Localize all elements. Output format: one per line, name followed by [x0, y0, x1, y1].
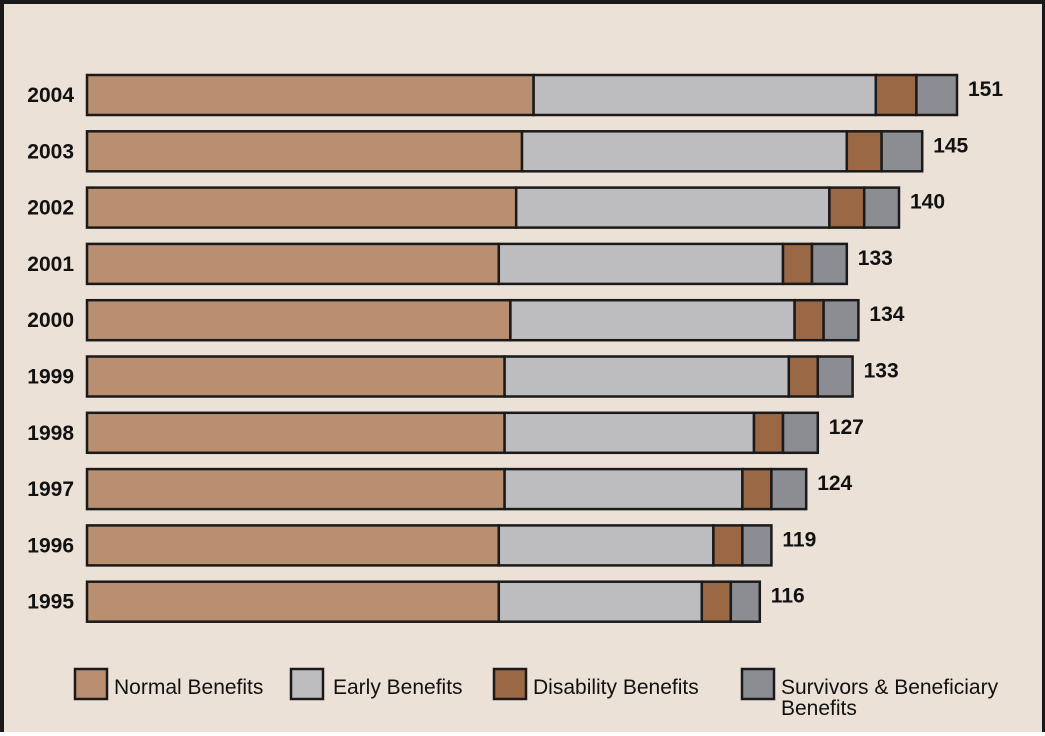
bar-segment-2002-survivors-beneficiary-benefits: [862, 186, 901, 229]
bar-segment-1998-survivors-beneficiary-benefits: [781, 411, 820, 455]
bar-segment-2001-disability-benefits: [781, 242, 814, 286]
bar-segment-1997-survivors-beneficiary-benefits: [770, 467, 808, 511]
total-label-2004: 151: [968, 78, 1003, 101]
y-tick-label-1998: 1998: [27, 422, 74, 445]
bar-segment-2003-early-benefits: [520, 130, 849, 173]
bar-segment-2003-normal-benefits: [85, 130, 524, 173]
bar-segment-1997-disability-benefits: [741, 467, 773, 511]
total-label-2001: 133: [858, 247, 893, 270]
bar-segment-2000-disability-benefits: [793, 298, 825, 342]
bar-segment-2003-survivors-beneficiary-benefits: [880, 130, 924, 173]
total-label-1999: 133: [864, 360, 899, 383]
legend-swatch-disability-benefits: [492, 667, 528, 701]
bar-segment-1998-early-benefits: [503, 411, 756, 455]
bar-segment-2004-normal-benefits: [85, 73, 535, 117]
y-tick-label-2001: 2001: [27, 253, 74, 276]
bar-segment-1997-early-benefits: [503, 467, 744, 511]
total-label-2000: 134: [869, 303, 904, 326]
legend-label-early-benefits: Early Benefits: [333, 676, 463, 699]
y-tick-label-2002: 2002: [27, 197, 74, 220]
bar-segment-2004-disability-benefits: [874, 73, 918, 117]
bar-segment-1996-early-benefits: [497, 524, 715, 567]
total-label-1996: 119: [782, 528, 816, 551]
legend-label-line: Benefits: [781, 697, 857, 720]
bar-segment-2000-survivors-beneficiary-benefits: [822, 298, 860, 342]
total-label-1998: 127: [829, 416, 864, 439]
legend-label-line: Normal Benefits: [114, 676, 263, 699]
total-label-2002: 140: [910, 191, 945, 214]
bar-segment-1995-early-benefits: [497, 580, 704, 623]
bar-segment-1998-disability-benefits: [752, 411, 785, 455]
legend-label-line: Disability Benefits: [533, 676, 699, 699]
legend-label-line: Early Benefits: [333, 676, 463, 699]
bar-segment-1996-disability-benefits: [712, 524, 744, 567]
bar-segment-1995-normal-benefits: [85, 580, 501, 623]
y-axis-tick-labels: 2004 2003 2002 2001 2000 1999 1998 1997 1996 1995: [27, 84, 74, 614]
legend-swatch-normal-benefits: [73, 667, 109, 701]
bar-segment-1998-normal-benefits: [85, 411, 506, 455]
bar-total-labels: 151 145 140 133 134 133 127 124 119 116: [771, 78, 1004, 608]
y-tick-label-1995: 1995: [27, 591, 74, 614]
bar-segment-2001-survivors-beneficiary-benefits: [810, 242, 849, 286]
bar-segment-1999-survivors-beneficiary-benefits: [816, 355, 854, 398]
legend-label-normal-benefits: Normal Benefits: [114, 676, 263, 699]
bar-segment-1999-early-benefits: [503, 355, 791, 398]
bar-segment-2003-disability-benefits: [845, 130, 883, 173]
total-label-1997: 124: [817, 472, 852, 495]
y-tick-label-2003: 2003: [27, 140, 74, 163]
y-tick-label-1996: 1996: [27, 534, 74, 557]
y-tick-label-1999: 1999: [27, 366, 74, 389]
bar-segment-2000-early-benefits: [509, 298, 796, 342]
legend: Normal Benefits Early Benefits Disability …: [73, 667, 999, 720]
bar-segment-2004-early-benefits: [532, 73, 878, 117]
legend-swatch-early-benefits: [289, 667, 325, 701]
bar-segment-1999-disability-benefits: [787, 355, 820, 398]
bar-segment-2001-early-benefits: [497, 242, 785, 286]
bar-segment-1995-disability-benefits: [700, 580, 733, 623]
bar-segment-1996-survivors-beneficiary-benefits: [741, 524, 773, 567]
bar-group: [85, 73, 959, 623]
bar-segment-1995-survivors-beneficiary-benefits: [729, 580, 762, 623]
bar-segment-2004-survivors-beneficiary-benefits: [915, 73, 959, 117]
total-label-1995: 116: [771, 585, 805, 608]
legend-label-survivors-beneficiary-benefits: Survivors & Beneficiary Benefits: [781, 676, 999, 720]
bar-segment-2002-disability-benefits: [828, 186, 866, 229]
bar-segment-2000-normal-benefits: [85, 298, 512, 342]
y-tick-label-1997: 1997: [27, 478, 74, 501]
legend-label-line: Survivors & Beneficiary: [781, 676, 999, 699]
bar-segment-1997-normal-benefits: [85, 467, 506, 511]
stacked-bar-chart: 2004 2003 2002 2001 2000 1999 1998 1997 1996 1995…: [27, 73, 1004, 720]
legend-label-disability-benefits: Disability Benefits: [533, 676, 699, 699]
bar-segment-1999-normal-benefits: [85, 355, 506, 398]
total-label-2003: 145: [933, 134, 968, 157]
y-tick-label-2000: 2000: [27, 309, 74, 332]
y-tick-label-2004: 2004: [27, 84, 74, 107]
bar-segment-2002-normal-benefits: [85, 186, 518, 229]
bar-segment-2002-early-benefits: [514, 186, 831, 229]
legend-swatch-survivors-beneficiary-benefits: [740, 667, 776, 701]
bar-segment-2001-normal-benefits: [85, 242, 501, 286]
bar-segment-1996-normal-benefits: [85, 524, 501, 567]
